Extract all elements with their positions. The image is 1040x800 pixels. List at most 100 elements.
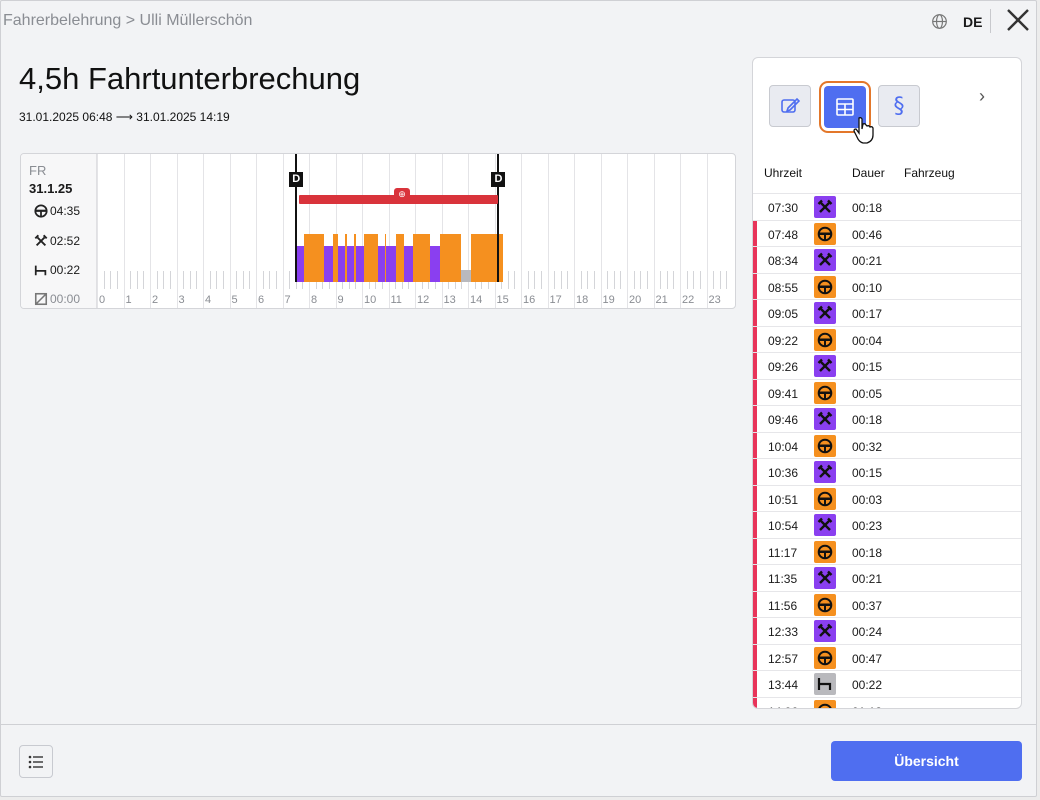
hour-column bbox=[123, 154, 151, 308]
hour-label: 18 bbox=[576, 294, 589, 306]
work-segment[interactable] bbox=[324, 246, 334, 282]
summary-work-value: 02:52 bbox=[50, 234, 81, 248]
hammers-icon bbox=[814, 249, 836, 271]
list-item[interactable]: 13:44 00:22 bbox=[753, 670, 1021, 697]
activity-duration: 00:15 bbox=[852, 466, 883, 480]
hour-label: 2 bbox=[152, 294, 159, 306]
column-header-vehicle[interactable]: Fahrzeug bbox=[904, 166, 955, 180]
list-item[interactable]: 10:36 00:15 bbox=[753, 458, 1021, 485]
quarter-tick bbox=[110, 271, 112, 289]
driving-segment[interactable] bbox=[303, 234, 324, 282]
violation-indicator bbox=[753, 220, 757, 246]
list-item[interactable]: 09:22 00:04 bbox=[753, 325, 1021, 352]
hour-column bbox=[203, 154, 230, 308]
activity-duration: 00:10 bbox=[852, 280, 883, 295]
work-segment[interactable] bbox=[385, 246, 396, 282]
list-item[interactable]: 12:33 00:24 bbox=[753, 617, 1021, 644]
quarter-tick bbox=[156, 271, 158, 289]
activity-duration: 00:03 bbox=[852, 492, 883, 507]
list-item[interactable]: 09:46 00:18 bbox=[753, 405, 1021, 432]
quarter-tick bbox=[143, 271, 145, 289]
regulation-button[interactable]: § bbox=[878, 85, 920, 127]
work-segment[interactable] bbox=[337, 246, 346, 282]
overview-button[interactable]: Übersicht bbox=[831, 741, 1022, 781]
column-header-time[interactable]: Uhrzeit bbox=[764, 166, 803, 180]
chevron-right-icon[interactable]: › bbox=[979, 86, 985, 106]
driving-segment[interactable] bbox=[384, 234, 387, 282]
driving-segment[interactable] bbox=[396, 234, 404, 282]
activity-time: 11:35 bbox=[768, 572, 798, 586]
quarter-tick bbox=[262, 271, 264, 289]
hour-label: 21 bbox=[655, 294, 668, 306]
list-button[interactable] bbox=[19, 745, 53, 778]
page-title: 4,5h Fahrtunterbrechung bbox=[19, 61, 361, 96]
list-item[interactable]: 09:26 00:15 bbox=[753, 352, 1021, 379]
activity-duration: 00:17 bbox=[852, 307, 883, 321]
violation-indicator bbox=[753, 591, 757, 617]
activity-time: 12:33 bbox=[768, 625, 799, 639]
activity-time: 14:06 bbox=[768, 705, 798, 709]
close-icon[interactable] bbox=[1005, 7, 1031, 33]
driving-segment[interactable] bbox=[413, 234, 430, 282]
list-item[interactable]: 07:48 00:46 bbox=[753, 219, 1021, 246]
work-segment[interactable] bbox=[403, 246, 414, 282]
work-segment[interactable] bbox=[355, 246, 364, 282]
list-item[interactable]: 08:34 00:21 bbox=[753, 246, 1021, 273]
work-segment[interactable] bbox=[295, 246, 304, 282]
work-segment[interactable] bbox=[346, 246, 354, 282]
activity-duration: 00:47 bbox=[852, 651, 883, 666]
violation-indicator bbox=[753, 300, 757, 326]
work-segment[interactable] bbox=[377, 246, 385, 282]
list-item[interactable]: 09:05 00:17 bbox=[753, 299, 1021, 326]
summary-available: 00:00 bbox=[34, 292, 80, 306]
rest-segment[interactable] bbox=[460, 270, 471, 282]
work-segment[interactable] bbox=[429, 246, 441, 282]
column-header-duration[interactable]: Dauer bbox=[852, 166, 885, 180]
list-item[interactable]: 11:35 00:21 bbox=[753, 564, 1021, 591]
shift-end-marker[interactable]: D bbox=[491, 172, 506, 187]
list-item[interactable]: 10:04 00:32 bbox=[753, 431, 1021, 458]
quarter-tick bbox=[136, 271, 138, 289]
hour-column bbox=[309, 154, 336, 308]
violation-steering-icon[interactable]: ⊕ bbox=[394, 188, 411, 200]
list-item[interactable]: 14:06 01:13 bbox=[753, 696, 1021, 709]
list-item[interactable]: 11:56 00:37 bbox=[753, 590, 1021, 617]
hour-column bbox=[680, 154, 707, 308]
driving-segment[interactable] bbox=[353, 234, 356, 282]
list-item[interactable]: 09:41 00:05 bbox=[753, 378, 1021, 405]
activity-panel: § › Uhrzeit Dauer Fahrzeug 07:30 00:18 07:… bbox=[752, 57, 1022, 709]
breadcrumb[interactable]: Fahrerbelehrung > Ulli Müllerschön bbox=[3, 12, 253, 29]
list-item[interactable]: 07:30 00:18 bbox=[753, 193, 1021, 220]
list-item[interactable]: 12:57 00:47 bbox=[753, 643, 1021, 670]
violation-indicator bbox=[753, 459, 757, 485]
hour-label: 22 bbox=[682, 294, 695, 306]
quarter-tick bbox=[209, 271, 211, 289]
bed-icon bbox=[814, 673, 836, 695]
language-selector[interactable]: DE bbox=[963, 14, 983, 30]
summary-rest-value: 00:22 bbox=[50, 263, 81, 277]
list-item[interactable]: 11:17 00:18 bbox=[753, 537, 1021, 564]
hour-label: 11 bbox=[390, 294, 402, 306]
hour-label: 19 bbox=[602, 294, 615, 306]
activity-time: 07:30 bbox=[768, 201, 799, 215]
list-item[interactable]: 10:51 00:03 bbox=[753, 484, 1021, 511]
activity-time: 13:44 bbox=[768, 678, 799, 692]
bed-icon bbox=[34, 265, 47, 276]
hour-column bbox=[627, 154, 654, 308]
edit-note-button[interactable] bbox=[769, 85, 811, 127]
driving-segment[interactable] bbox=[333, 234, 338, 282]
driving-segment[interactable] bbox=[345, 234, 347, 282]
list-item[interactable]: 10:54 00:23 bbox=[753, 511, 1021, 538]
timeline-grid[interactable]: 0 1 2 3 4 5 6 7 8 9 10 11 12 13 14 15 16 17 18 19 20 21 22 23 D D… bbox=[97, 154, 735, 308]
driving-segment[interactable] bbox=[440, 234, 461, 282]
activity-duration: 00:18 bbox=[852, 201, 883, 215]
shift-start-marker[interactable]: D bbox=[289, 172, 304, 187]
globe-icon[interactable] bbox=[931, 13, 948, 30]
list-item[interactable]: 08:55 00:10 bbox=[753, 272, 1021, 299]
driving-segment[interactable] bbox=[363, 234, 378, 282]
quarter-tick bbox=[222, 271, 224, 289]
activity-time: 12:57 bbox=[768, 651, 799, 666]
violation-indicator bbox=[753, 247, 757, 273]
activity-duration: 00:21 bbox=[852, 254, 883, 268]
